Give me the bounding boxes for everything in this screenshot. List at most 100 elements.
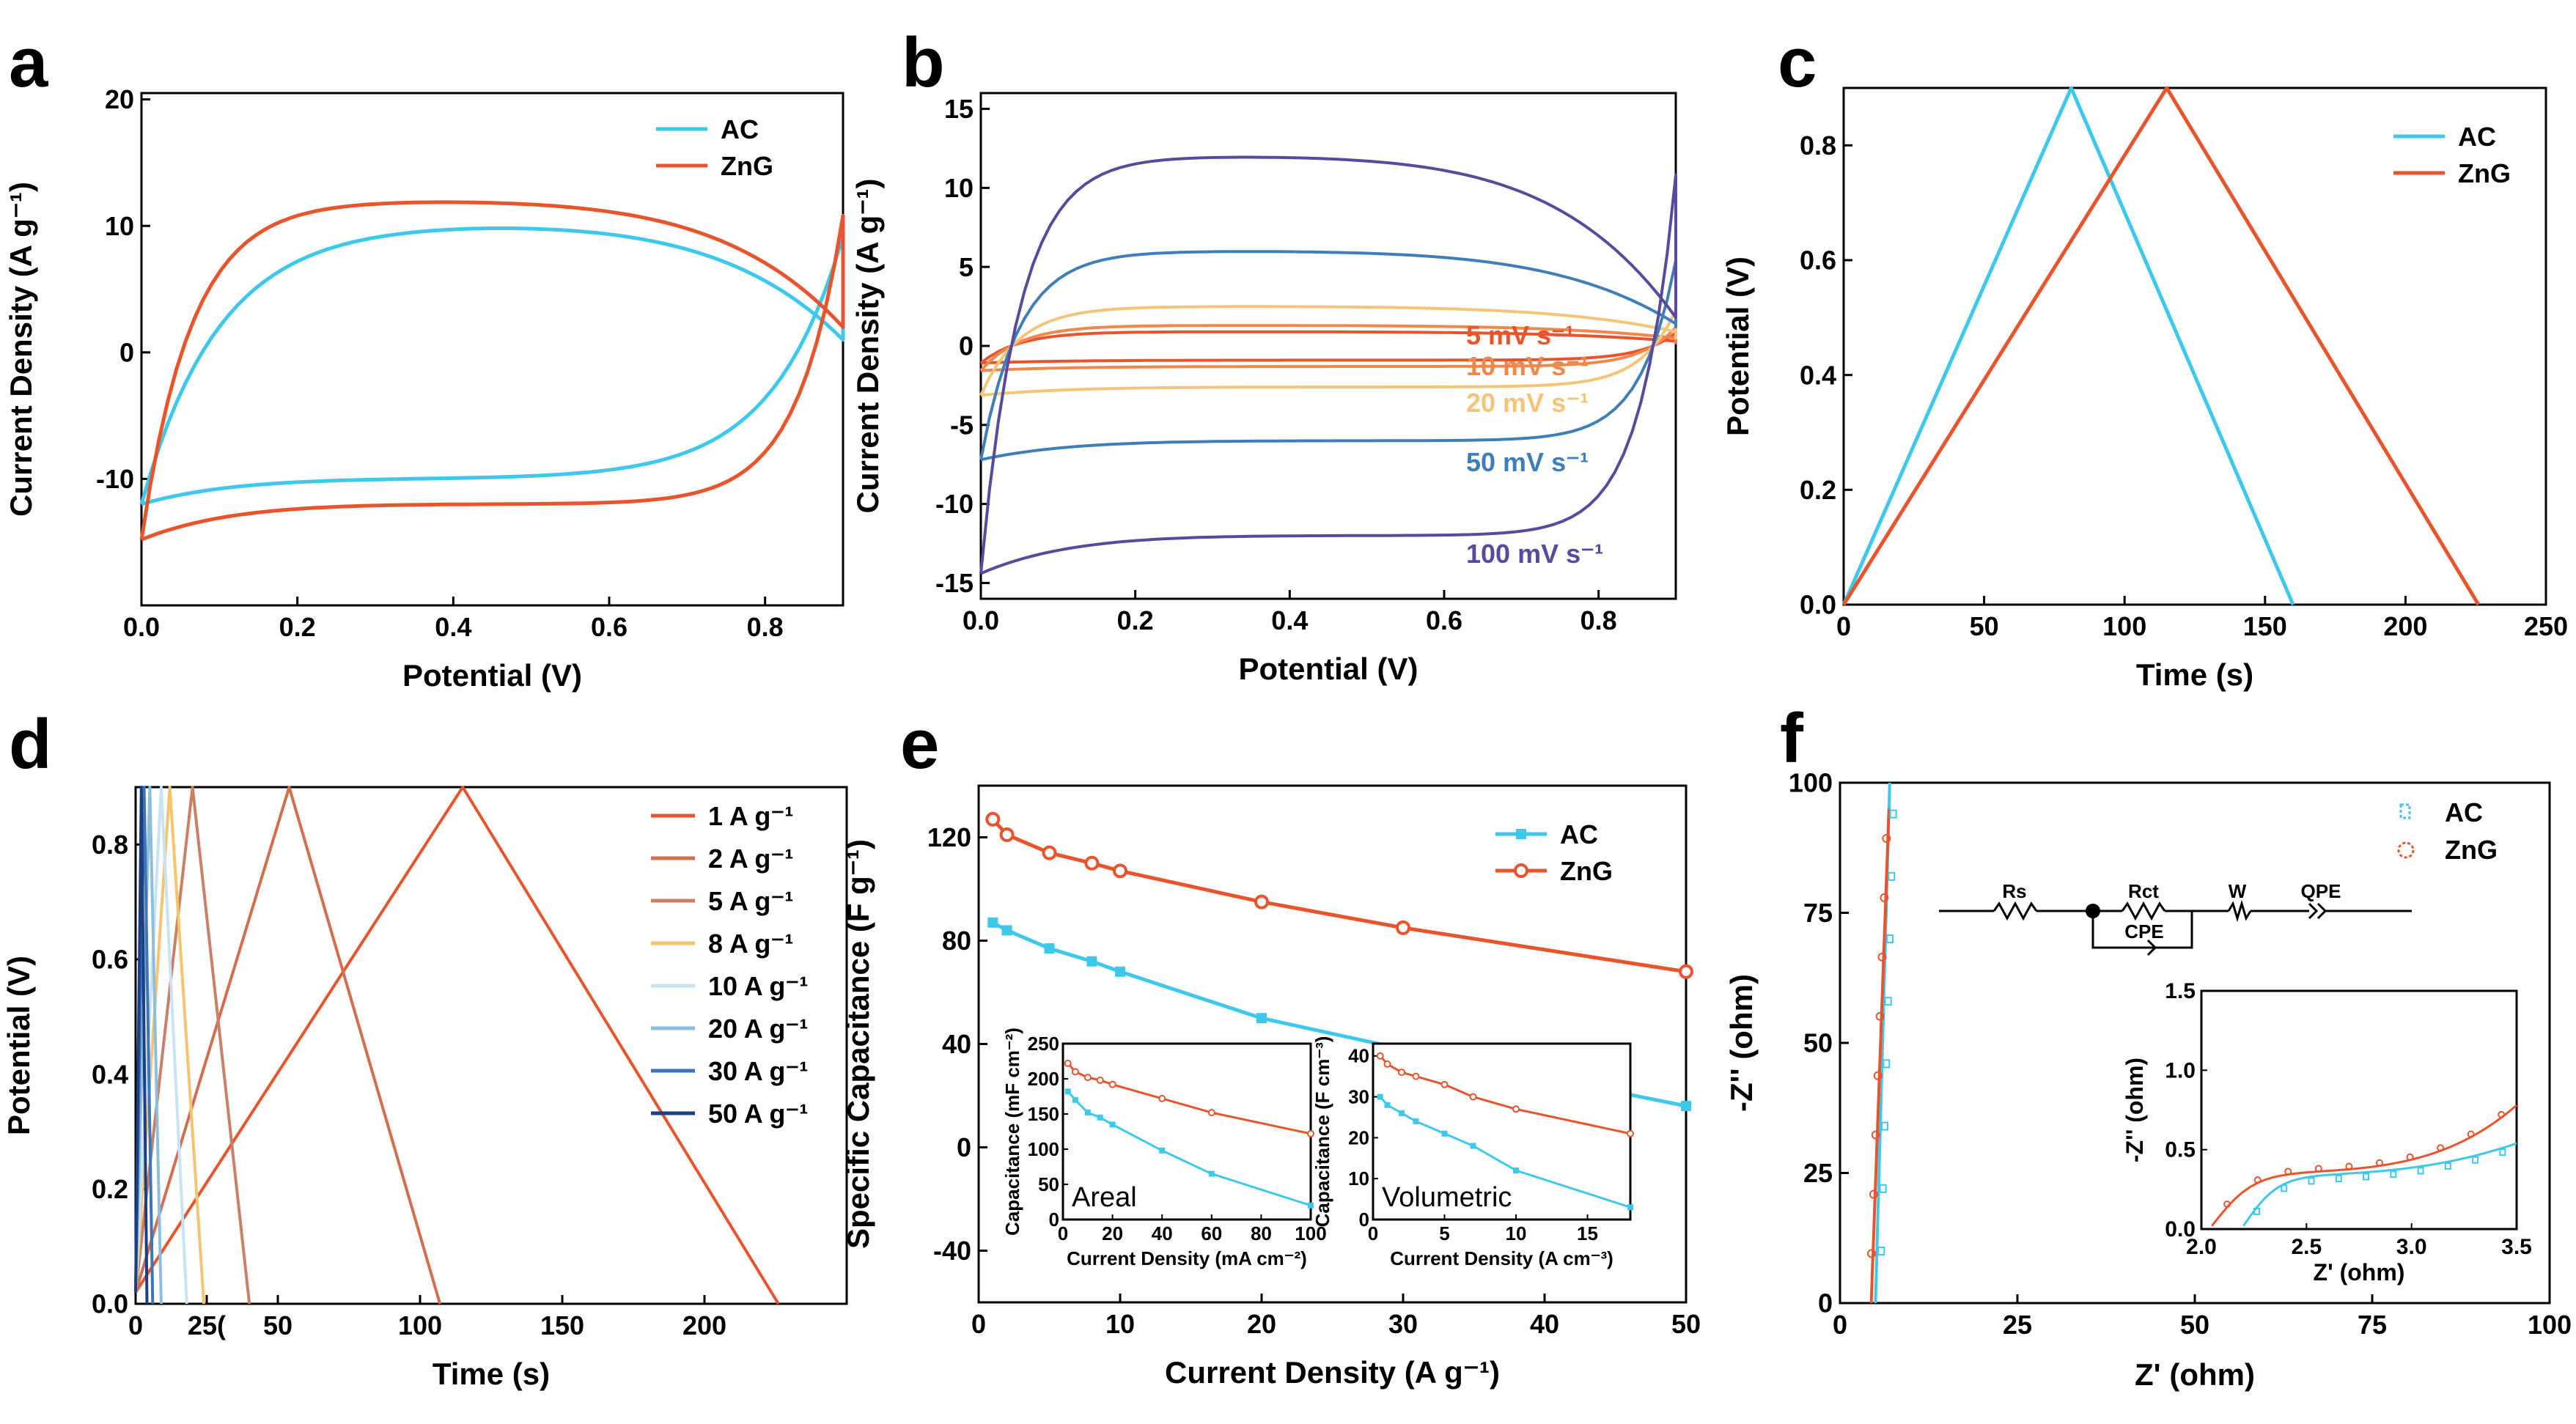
- inset-y-tick-label: 100: [1028, 1138, 1059, 1160]
- series-line-ZnG: [1869, 808, 1891, 1304]
- warburg-element: [2227, 899, 2252, 923]
- y-tick-label: 0: [119, 337, 134, 367]
- series-line-ZnG: [991, 818, 1687, 974]
- inset-y-tick-label: 200: [1028, 1068, 1059, 1090]
- inset-volumetric-title: Volumetric: [1382, 1182, 1512, 1213]
- inset-point-ZnG: [2345, 1162, 2353, 1170]
- inset-point-AC: [1072, 1096, 1078, 1103]
- x-tick-label: 25(: [188, 1310, 226, 1340]
- panel-b: b 0.0 0.2 0.4 0.6 0.8 15 10 5 0 -5 -10 -15 Potential …: [850, 23, 1677, 686]
- legend-AC-label: AC: [2445, 797, 2483, 827]
- inset-x-tick-label: 2.0: [2186, 1235, 2217, 1259]
- panel-f: f 0 25 50 75 100 100 75 50 25 0 Z' (ohm) -Z'' (ohm) A…: [1724, 699, 2572, 1392]
- inset-point-ZnG: [1083, 1074, 1092, 1082]
- data-point-ZnG: [1254, 894, 1269, 910]
- series-annotation-3: 50 mV s⁻¹: [1466, 447, 1589, 477]
- inset-x-tick-label: 20: [1102, 1222, 1123, 1244]
- data-point-AC: [1877, 1247, 1885, 1255]
- inset-y-tick-label: 20: [1348, 1126, 1369, 1148]
- y-tick-label: -10: [935, 489, 974, 519]
- legend-AC-label: AC: [1560, 819, 1598, 849]
- inset-x-tick-label: 10: [1506, 1222, 1527, 1244]
- inset-point-AC: [2444, 1162, 2451, 1170]
- x-tick-label: 0.4: [1271, 605, 1308, 635]
- x-tick-label: 30: [1388, 1309, 1418, 1339]
- x-tick-label: 0.4: [435, 612, 471, 642]
- resistor-rct: [2121, 901, 2166, 921]
- inset-point-ZnG: [1096, 1076, 1104, 1084]
- inset-point-AC: [1399, 1110, 1405, 1116]
- series-line-2: [979, 305, 1677, 397]
- inset-point-ZnG: [1412, 1072, 1420, 1080]
- inset-point-ZnG: [1108, 1080, 1116, 1088]
- inset-point-AC: [1377, 1093, 1383, 1100]
- y-tick-label: -40: [933, 1236, 971, 1266]
- x-tick-label: 0.6: [1426, 605, 1462, 635]
- legend-ZnG-label: ZnG: [2458, 158, 2511, 188]
- inset-point-ZnG: [1064, 1059, 1072, 1067]
- data-point-AC: [1001, 925, 1012, 936]
- inset-point-AC: [1159, 1147, 1166, 1154]
- data-point-AC: [1115, 966, 1125, 977]
- legend-item-2-label: 5 A g⁻¹: [708, 886, 793, 916]
- inset-areal: 0 20 40 60 80 100 250 200 150 100 50 0 Current Densi…: [1001, 1028, 1327, 1269]
- y-axis-label: Specific Capacitance (F g⁻¹): [841, 839, 875, 1249]
- inset-point-ZnG: [1383, 1060, 1391, 1068]
- inset-x-tick-label: 60: [1201, 1222, 1222, 1244]
- panel-label-b: b: [902, 23, 945, 102]
- legend-item-0-label: 1 A g⁻¹: [708, 801, 793, 831]
- x-tick-label: 150: [2243, 611, 2287, 641]
- inset-point-AC: [1084, 1110, 1091, 1116]
- series-line-3: [134, 786, 206, 1305]
- data-point-AC: [1880, 1121, 1888, 1131]
- inset-point-AC: [1441, 1130, 1448, 1137]
- data-point-AC: [1879, 1184, 1887, 1193]
- inset-point-AC: [1470, 1143, 1476, 1149]
- legend-AC-label: AC: [2458, 122, 2496, 152]
- inset-point-ZnG: [2498, 1110, 2506, 1118]
- inset-point-AC: [1109, 1121, 1116, 1128]
- data-point-ZnG: [1875, 1011, 1885, 1021]
- inset-point-ZnG: [1398, 1069, 1405, 1077]
- data-point-ZnG: [1871, 1130, 1880, 1140]
- y-tick-label: 0.2: [1800, 475, 1836, 505]
- inset-series-ZnG: [2211, 1104, 2517, 1227]
- x-axis-label: Time (s): [2136, 657, 2253, 692]
- x-tick-label: 50: [1970, 611, 1999, 641]
- inset-frame: [2200, 989, 2518, 1231]
- y-tick-label: 0: [1818, 1288, 1833, 1318]
- series-annotation-4: 100 mV s⁻¹: [1466, 539, 1603, 569]
- inset-point-AC: [2253, 1207, 2260, 1215]
- data-point-AC: [1885, 934, 1894, 943]
- y-tick-label: 5: [959, 252, 974, 282]
- x-tick-label: 0.2: [1117, 605, 1154, 635]
- inset-y-tick-label: 1.5: [2165, 979, 2196, 1003]
- inset-y-tick-label: 0.0: [2165, 1217, 2196, 1242]
- inset-x-tick-label: 40: [1152, 1222, 1173, 1244]
- data-point-ZnG: [1084, 855, 1100, 871]
- inset-y-tick-label: 50: [1038, 1173, 1059, 1195]
- plot-frame: [134, 786, 848, 1305]
- y-tick-label: 0.8: [92, 830, 128, 860]
- x-tick-label: 150: [540, 1310, 584, 1340]
- series-line-ZnG: [1841, 86, 2481, 606]
- y-tick-label: 10: [944, 173, 974, 203]
- inset-point-ZnG: [1158, 1094, 1166, 1102]
- inset-y-tick-label: 150: [1028, 1103, 1059, 1125]
- y-tick-label: 0.0: [1800, 590, 1836, 620]
- series-line-3: [979, 250, 1677, 462]
- x-tick-label: 0.2: [279, 612, 316, 642]
- x-tick-label: 50: [2180, 1310, 2209, 1340]
- series-line-0: [134, 786, 780, 1305]
- inset-y-axis-label: Capacitance (mF cm⁻²): [1001, 1028, 1023, 1236]
- x-axis-label: Potential (V): [1238, 652, 1418, 686]
- data-point-AC: [1884, 997, 1892, 1006]
- inset-areal-title: Areal: [1072, 1182, 1137, 1213]
- y-tick-label: -15: [935, 568, 974, 598]
- plot-frame: [140, 92, 844, 607]
- circuit-wire: [2170, 911, 2193, 949]
- series-annotation-1: 10 mV s⁻¹: [1466, 351, 1589, 381]
- legend-item-5-label: 20 A g⁻¹: [708, 1014, 808, 1044]
- legend-ZnG-label: ZnG: [721, 151, 773, 181]
